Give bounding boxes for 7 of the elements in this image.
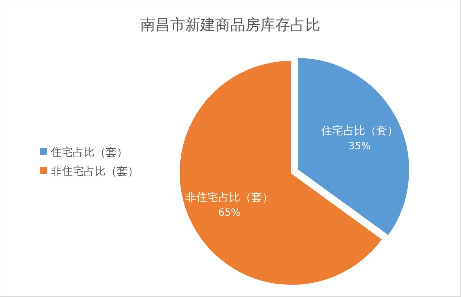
chart-title: 南昌市新建商品房库存占比 <box>140 16 320 34</box>
slice-label: 住宅占比（套） <box>321 124 398 138</box>
data-label: 35% <box>348 141 371 152</box>
legend-label: 住宅占比（套） <box>51 146 128 159</box>
slice-label: 非住宅占比（套） <box>186 190 274 204</box>
data-label: 65% <box>218 208 241 219</box>
legend-label: 非住宅占比（套） <box>51 165 139 178</box>
